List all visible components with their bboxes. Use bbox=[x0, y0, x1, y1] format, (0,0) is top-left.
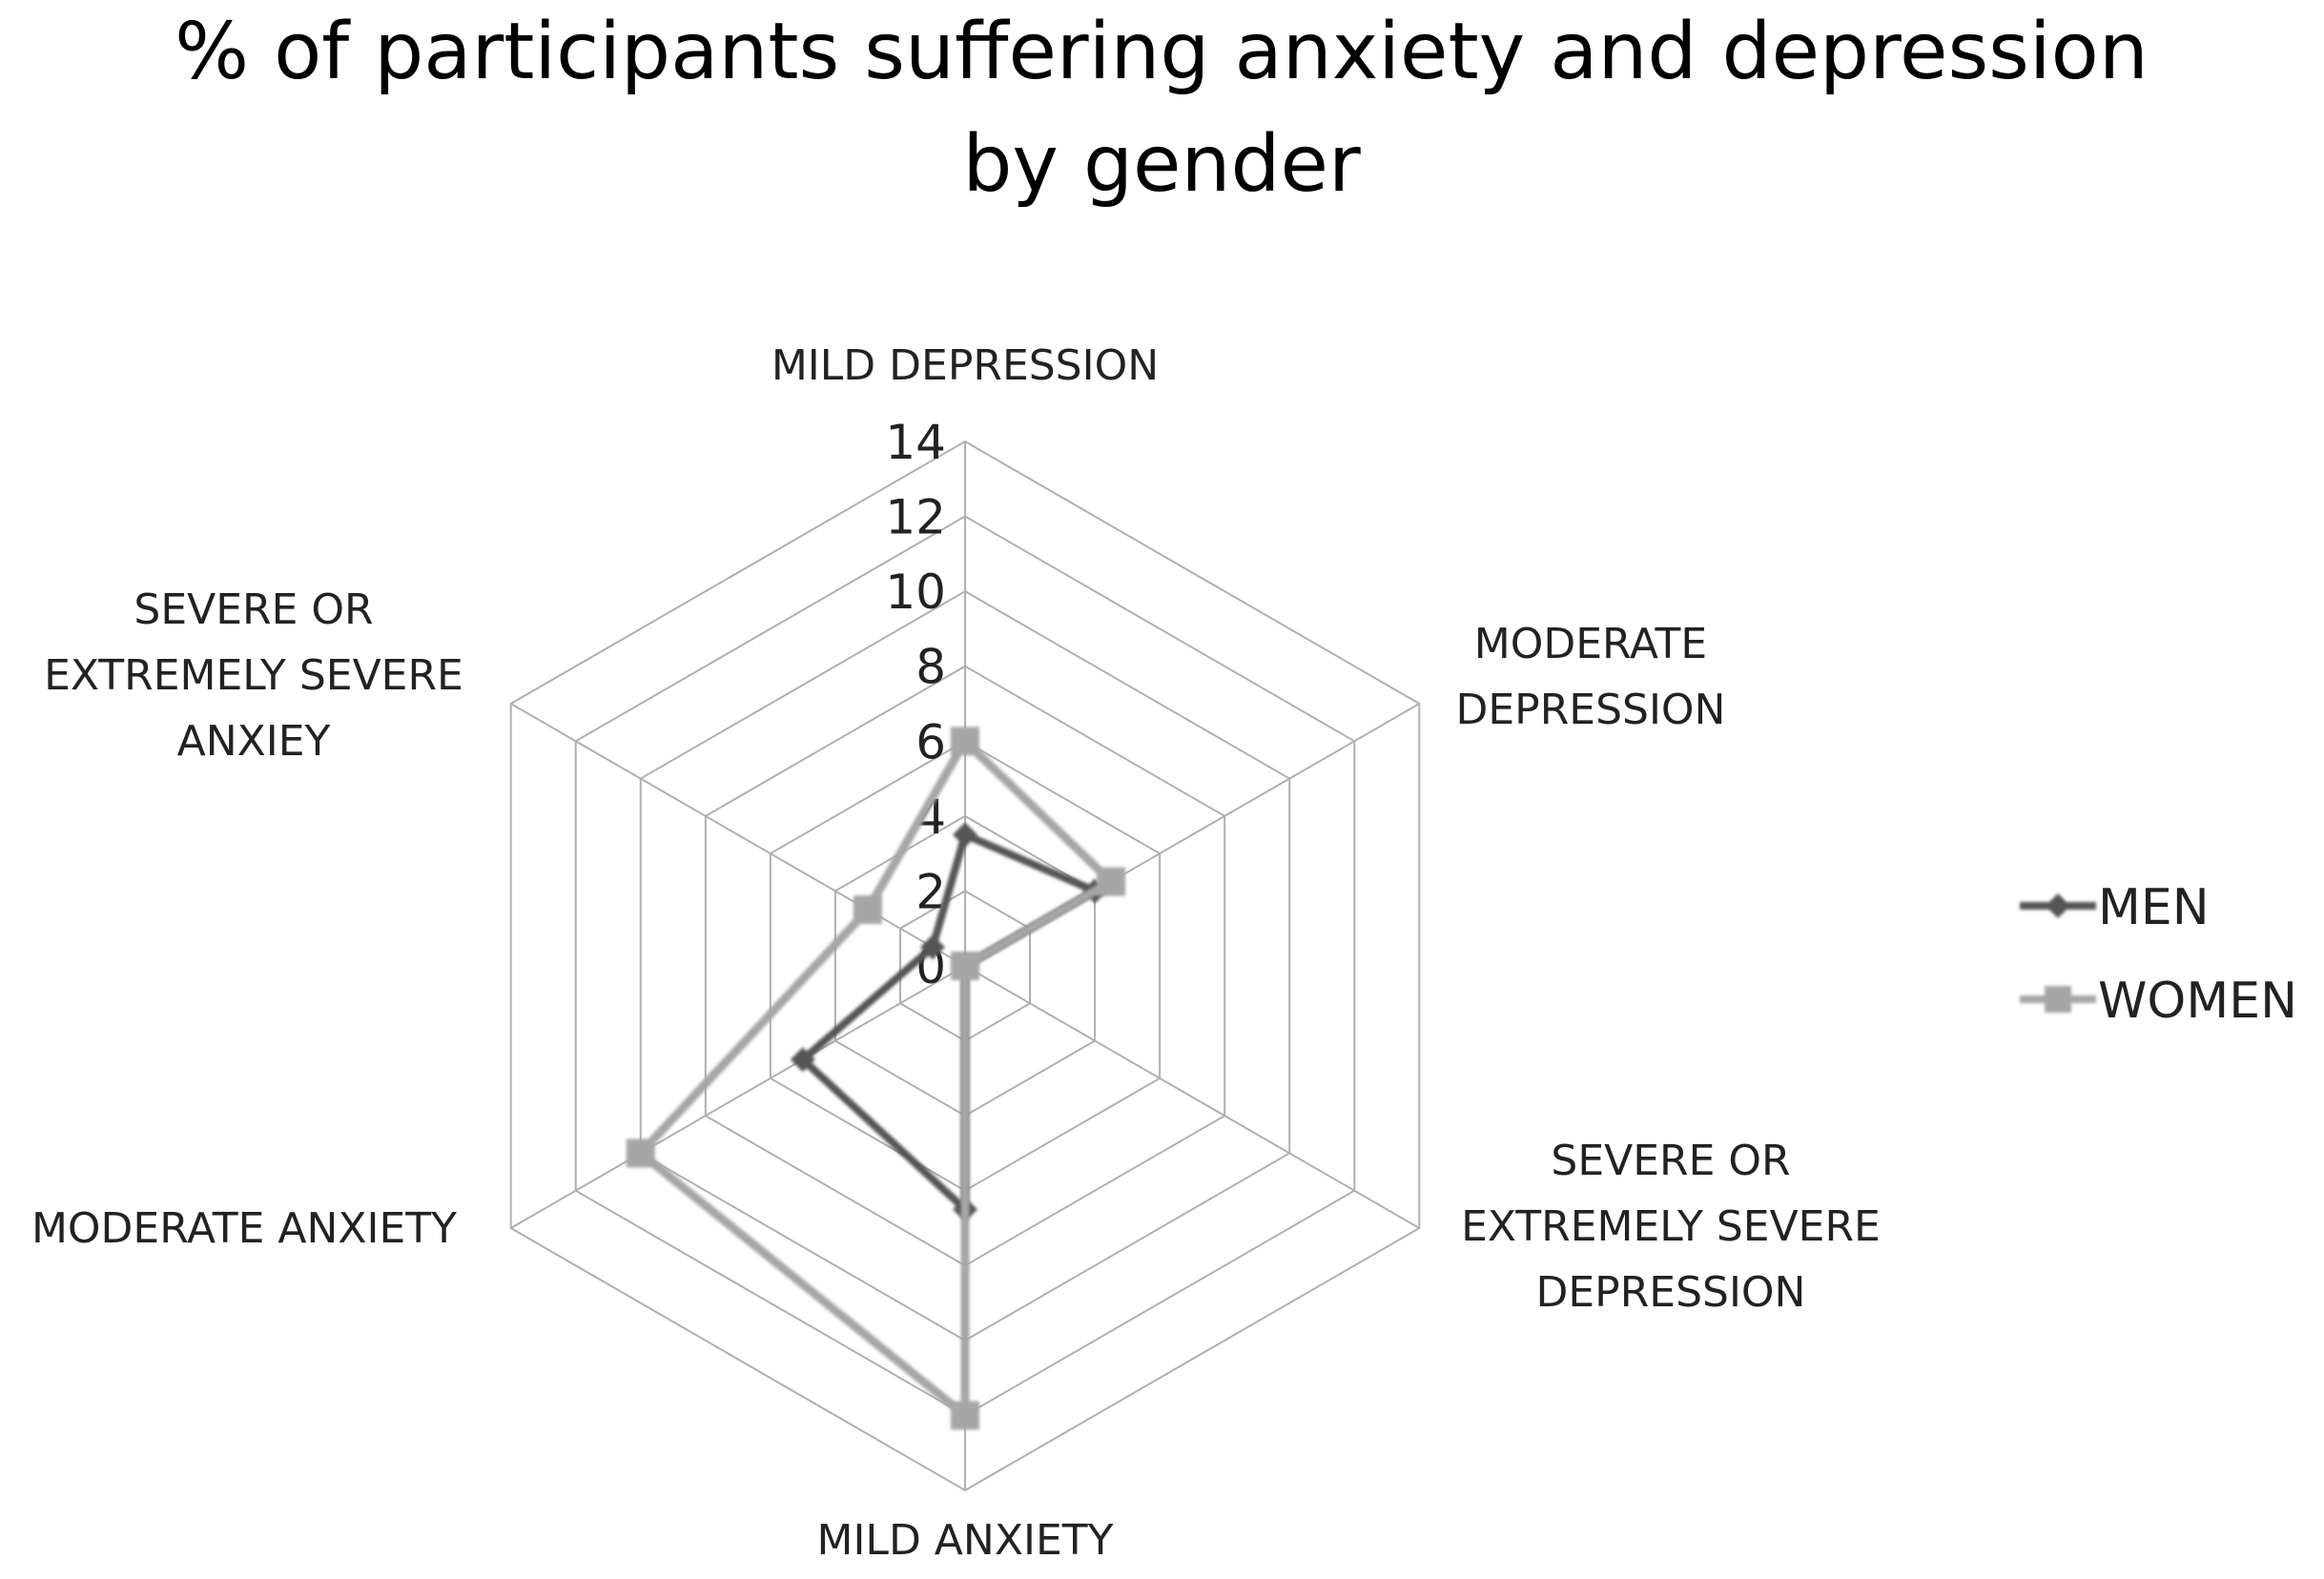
category-label-0: MILD DEPRESSION bbox=[771, 341, 1159, 390]
legend: MEN WOMEN bbox=[2020, 879, 2297, 1030]
legend-item-women bbox=[2020, 986, 2096, 1013]
point-women-4 bbox=[626, 1138, 655, 1168]
series-men bbox=[790, 822, 1108, 1222]
category-label-1-line-0: MODERATE bbox=[1474, 620, 1707, 668]
point-women-1 bbox=[1097, 867, 1126, 896]
category-label-4-line-0: MODERATE ANXIETY bbox=[31, 1204, 457, 1253]
category-label-5-line-0: SEVERE OR bbox=[134, 585, 373, 634]
category-label-1: MODERATE DEPRESSION bbox=[1456, 620, 1726, 734]
point-men-5 bbox=[919, 934, 945, 960]
series-women bbox=[626, 727, 1126, 1430]
category-label-3-line-0: MILD ANXIETY bbox=[816, 1516, 1113, 1565]
point-women-5 bbox=[853, 895, 882, 925]
point-women-3 bbox=[951, 1401, 979, 1430]
spoke-5 bbox=[510, 703, 966, 967]
category-label-3: MILD ANXIETY bbox=[816, 1516, 1113, 1565]
data-series bbox=[626, 727, 1126, 1430]
tick-label-14: 14 bbox=[885, 415, 946, 470]
category-label-5-line-1: EXTREMELY SEVERE bbox=[44, 651, 463, 700]
category-label-2: SEVERE OR EXTREMELY SEVERE DEPRESSION bbox=[1461, 1137, 1881, 1317]
tick-label-8: 8 bbox=[915, 640, 946, 695]
category-label-1-line-1: DEPRESSION bbox=[1456, 686, 1726, 734]
spoke-4 bbox=[510, 965, 966, 1229]
tick-label-12: 12 bbox=[885, 490, 946, 545]
point-men-0 bbox=[953, 822, 977, 848]
chart-title-line-2: by gender bbox=[962, 119, 1361, 210]
category-label-5: SEVERE OR EXTREMELY SEVERE ANXIEY bbox=[44, 585, 463, 766]
category-label-2-line-1: EXTREMELY SEVERE bbox=[1461, 1202, 1881, 1251]
spoke-2 bbox=[964, 965, 1420, 1229]
category-label-4: MODERATE ANXIETY bbox=[31, 1204, 457, 1253]
legend-marker-women bbox=[2045, 986, 2071, 1013]
series-line-men bbox=[798, 831, 1100, 1214]
category-label-2-line-2: DEPRESSION bbox=[1536, 1268, 1806, 1317]
category-label-2-line-0: SEVERE OR bbox=[1551, 1137, 1790, 1185]
tick-label-10: 10 bbox=[885, 564, 946, 620]
point-women-0 bbox=[951, 727, 979, 756]
legend-item-men bbox=[2020, 893, 2096, 918]
legend-label-men: MEN bbox=[2098, 879, 2210, 936]
legend-marker-men bbox=[2046, 893, 2070, 918]
chart-title-line-1: % of participants suffering anxiety and … bbox=[175, 7, 2149, 97]
chart-title: % of participants suffering anxiety and … bbox=[175, 7, 2149, 210]
series-line-women bbox=[636, 736, 1116, 1420]
point-women-2 bbox=[951, 952, 979, 980]
legend-label-women: WOMEN bbox=[2098, 973, 2297, 1030]
category-label-0-line-0: MILD DEPRESSION bbox=[771, 341, 1159, 390]
tick-label-6: 6 bbox=[915, 714, 946, 769]
point-men-4 bbox=[790, 1047, 815, 1073]
category-labels: MILD DEPRESSIONMODERATEDEPRESSIONSEVERE … bbox=[31, 341, 1881, 1565]
category-label-5-line-2: ANXIEY bbox=[177, 717, 331, 766]
